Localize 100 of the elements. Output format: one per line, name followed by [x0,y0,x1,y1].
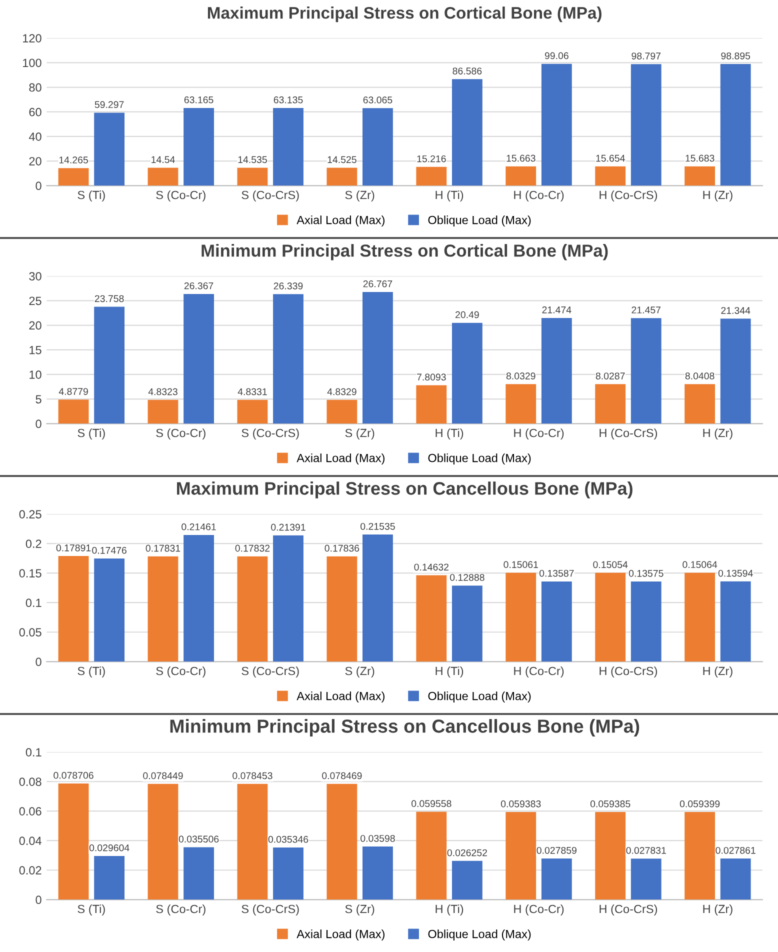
bar [452,586,482,662]
y-tick-label: 30 [29,272,42,280]
data-label: 14.525 [328,156,356,164]
data-label: 0.17836 [324,544,360,552]
y-tick-label: 0.05 [19,628,42,637]
bar [273,108,304,186]
bar [506,166,536,186]
data-label: 63.135 [274,96,303,104]
data-label: 0.029604 [89,844,130,852]
x-tick-label: S (Ti) [78,904,105,916]
data-label: 59.297 [94,101,124,108]
data-label: 98.895 [721,52,750,60]
data-label: 15.216 [417,155,446,162]
bar [684,812,716,900]
data-label: 0.059385 [590,800,630,808]
bar [237,400,268,424]
y-tick-label: 0.2 [26,540,42,548]
data-label: 15.683 [686,154,714,162]
bar [148,784,178,900]
bar [720,581,751,662]
y-tick-label: 60 [29,108,42,116]
bar [452,860,482,900]
bar [58,784,89,900]
legend-label: Oblique Load (Max) [428,692,531,703]
data-label: 20.49 [456,311,479,318]
data-label: 23.758 [94,295,124,302]
y-tick-label: 0 [36,420,42,428]
chart-title: Minimum Principal Stress on Cancellous Bone (MPa) [170,719,640,737]
data-label: 26.767 [363,280,392,288]
y-tick-label: 15 [30,346,42,354]
bar [595,384,626,424]
data-label: 0.13587 [539,570,574,577]
bar [684,572,716,662]
data-label: 26.367 [184,282,214,290]
bar [720,64,751,186]
legend-label: Axial Load (Max) [296,216,384,227]
data-label: 7.8093 [417,374,446,381]
bar [94,306,125,424]
bar [452,322,482,424]
bar [541,858,572,900]
bar [506,572,536,662]
x-tick-label: S (Ti) [78,428,105,440]
bar [416,812,447,900]
bar [94,558,125,662]
chart-title: Maximum Principal Stress on Cancellous Bone (MPa) [177,482,632,498]
data-label: 0.035506 [178,836,219,843]
bar [720,318,751,424]
bar [148,168,178,186]
x-tick-label: S (Co-Cr) [156,428,206,440]
x-tick-label: H (Ti) [436,190,464,202]
y-tick-label: 0.06 [19,807,42,816]
data-label: 0.17832 [235,544,270,552]
x-tick-label: S (Co-Cr) [156,666,206,678]
bar [94,856,125,900]
x-tick-label: H (Ti) [436,428,464,440]
bar [184,108,214,186]
bar [541,64,572,186]
bar [684,384,716,424]
y-tick-label: 100 [23,58,42,68]
data-label: 0.15054 [593,561,628,568]
y-tick-label: 25 [29,296,42,306]
x-tick-label: H (Zr) [703,904,732,916]
x-tick-label: H (Co-CrS) [600,428,658,440]
data-label: 0.078706 [54,772,94,779]
bar [326,784,358,900]
bar [541,318,572,424]
bar [416,385,447,424]
data-label: 99.06 [544,52,568,60]
x-tick-label: S (Zr) [345,666,374,678]
y-tick-label: 120 [23,34,42,42]
data-label: 0.17831 [146,544,180,552]
bar [720,858,751,900]
legend-label: Oblique Load (Max) [428,930,531,941]
data-label: 21.457 [632,306,661,314]
data-label: 0.059558 [412,800,452,808]
data-label: 0.15064 [682,561,718,568]
bar [630,582,662,662]
x-tick-label: S (Co-CrS) [242,428,299,440]
data-label: 15.663 [506,154,536,162]
bar [58,556,89,662]
y-tick-label: 0.04 [19,836,42,846]
data-label: 21.474 [542,306,572,314]
x-tick-label: S (Ti) [78,666,105,678]
data-label: 86.586 [452,68,482,74]
legend-label: Oblique Load (Max) [428,216,531,227]
y-tick-label: 80 [29,83,42,92]
bar [416,575,447,662]
bar [58,168,89,186]
x-tick-label: H (Co-Cr) [514,428,564,440]
data-label: 0.026252 [447,849,487,856]
data-label: 4.8779 [58,388,88,395]
data-label: 4.8329 [327,388,356,396]
bar [416,166,447,186]
bar [237,168,268,186]
bar [58,400,89,424]
bar [506,384,536,424]
x-tick-label: H (Co-Cr) [514,904,564,916]
x-tick-label: H (Co-CrS) [600,666,658,678]
data-label: 0.13575 [628,570,664,577]
bar [184,534,214,662]
